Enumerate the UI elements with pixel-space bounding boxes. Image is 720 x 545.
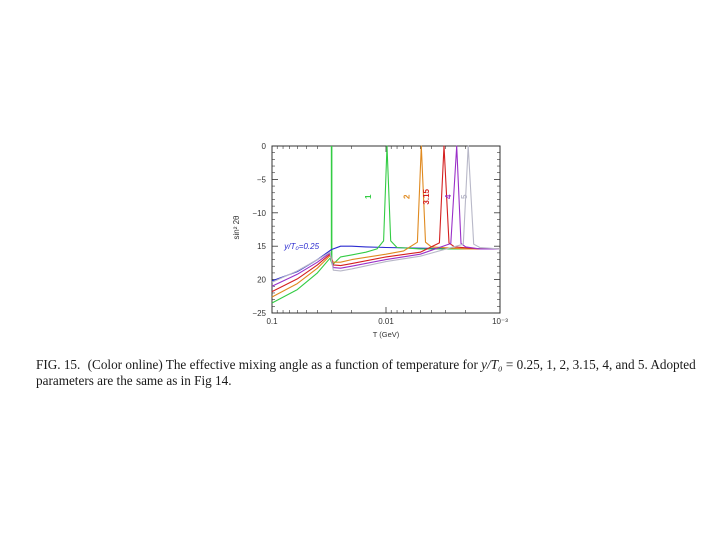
y-axis-label: sin² 2θ — [232, 215, 241, 240]
caption-math: y/T₀ — [481, 357, 503, 372]
y-tick-label: 15 — [257, 242, 266, 251]
y-tick-label: 0 — [262, 142, 267, 151]
caption-text-after: = 0.25, 1, 2, 3.15, 4, and 5. Adopted pa… — [36, 357, 696, 388]
y-tick-label: −10 — [252, 209, 266, 218]
y-tick-label: −25 — [252, 309, 266, 318]
plot-series — [271, 145, 501, 304]
caption-text-before: (Color online) The effective mixing angl… — [87, 357, 478, 372]
x-axis-label: T (GeV) — [373, 330, 400, 339]
series-label: 2 — [403, 194, 412, 199]
x-tick-label: 10⁻³ — [492, 317, 508, 326]
x-tick-label: 0.1 — [266, 317, 278, 326]
figure-caption: FIG. 15. (Color online) The effective mi… — [36, 357, 708, 389]
y-tick-label: −5 — [257, 175, 267, 184]
series-label: 3.15 — [422, 188, 431, 204]
series-line — [271, 145, 500, 298]
caption-label: FIG. 15. — [36, 357, 81, 372]
series-line — [271, 145, 501, 283]
series-label: y/T₀=0.25 — [283, 242, 319, 251]
y-tick-label: 20 — [257, 276, 266, 285]
x-tick-label: 0.01 — [378, 317, 394, 326]
series-line — [271, 145, 500, 293]
series-line — [271, 145, 500, 287]
series-label: 4 — [444, 194, 453, 199]
series-line — [271, 145, 500, 304]
series-label: 5 — [460, 194, 469, 199]
plot-annotations: 1 2 3.15 4 5 y/T₀=0.25 — [283, 188, 469, 251]
series-line — [271, 245, 500, 282]
series-label: 1 — [364, 194, 373, 199]
